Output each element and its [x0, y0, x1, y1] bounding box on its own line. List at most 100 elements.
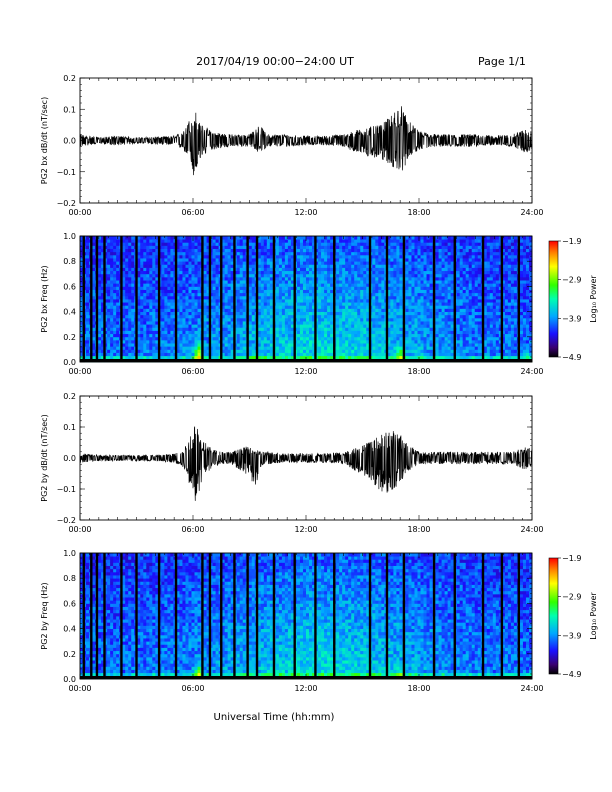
- heatmap-cell: [110, 283, 114, 287]
- heatmap-cell: [170, 305, 174, 309]
- heatmap-cell: [429, 242, 433, 246]
- heatmap-cell: [302, 305, 307, 309]
- heatmap-cell: [248, 302, 253, 306]
- heatmap-cell: [321, 295, 325, 300]
- heatmap-cell: [360, 273, 364, 278]
- heatmap-cell: [435, 239, 439, 243]
- heatmap-cell: [131, 299, 135, 303]
- heatmap-cell: [128, 330, 132, 335]
- heatmap-cell: [266, 276, 271, 281]
- heatmap-cell: [302, 248, 307, 253]
- heatmap-cell: [179, 330, 183, 335]
- heatmap-cell: [182, 242, 186, 246]
- heatmap-cell: [128, 324, 132, 328]
- series-trace: [79, 106, 533, 176]
- heatmap-cell: [107, 248, 111, 253]
- heatmap-cell: [378, 333, 382, 338]
- heatmap-cell: [284, 264, 289, 268]
- heatmap-cell: [236, 311, 241, 316]
- heatmap-cell: [104, 352, 108, 357]
- heatmap-cell: [125, 245, 129, 249]
- heatmap-cell: [227, 321, 232, 325]
- heatmap-cell: [278, 267, 283, 272]
- heatmap-cell: [378, 321, 382, 325]
- heatmap-cell: [275, 245, 280, 249]
- heatmap-cell: [296, 248, 301, 253]
- heatmap-cell: [284, 258, 289, 262]
- heatmap-cell: [230, 239, 235, 243]
- heatmap-cell: [155, 346, 159, 350]
- heatmap-cell: [263, 276, 268, 281]
- heatmap-cell: [197, 276, 201, 281]
- heatmap-cell: [327, 336, 331, 341]
- heatmap-cell: [348, 330, 352, 335]
- heatmap-cell: [306, 308, 310, 312]
- heatmap-cell: [98, 349, 102, 353]
- heatmap-cell: [215, 343, 220, 347]
- heatmap-cell: [227, 355, 232, 360]
- heatmap-cell: [281, 248, 286, 253]
- heatmap-cell: [137, 254, 141, 259]
- heatmap-cell: [284, 239, 289, 243]
- heatmap-cell: [296, 258, 301, 262]
- heatmap-cell: [345, 295, 349, 300]
- heatmap-cell: [357, 302, 361, 306]
- heatmap-cell: [164, 280, 168, 284]
- heatmap-cell: [375, 330, 379, 335]
- heatmap-cell: [164, 264, 168, 268]
- heatmap-cell: [396, 352, 400, 357]
- heatmap-cell: [176, 336, 180, 341]
- heatmap-cell: [194, 242, 198, 246]
- heatmap-cell: [194, 267, 198, 272]
- heatmap-cell: [248, 330, 253, 335]
- heatmap-cell: [191, 346, 195, 350]
- heatmap-cell: [164, 349, 168, 353]
- heatmap-cell: [203, 343, 207, 347]
- heatmap-cell: [299, 289, 304, 294]
- heatmap-cell: [411, 273, 415, 278]
- heatmap-cell: [348, 270, 352, 275]
- heatmap-cell: [197, 355, 201, 360]
- heatmap-cell: [306, 270, 310, 275]
- heatmap-cell: [230, 248, 235, 253]
- heatmap-cell: [327, 273, 331, 278]
- heatmap-cell: [230, 339, 235, 344]
- heatmap-cell: [399, 327, 403, 331]
- heatmap-cell: [354, 286, 358, 290]
- heatmap-cell: [327, 333, 331, 338]
- heatmap-cell: [179, 267, 183, 272]
- heatmap-cell: [263, 292, 268, 297]
- heatmap-cell: [357, 336, 361, 341]
- heatmap-cell: [312, 311, 316, 316]
- heatmap-cell: [411, 346, 415, 350]
- heatmap-cell: [302, 314, 307, 319]
- heatmap-cell: [429, 302, 433, 306]
- heatmap-cell: [167, 254, 171, 259]
- heatmap-cell: [188, 276, 192, 281]
- heatmap-cell: [137, 333, 141, 338]
- heatmap-cell: [345, 258, 349, 262]
- heatmap-cell: [339, 311, 343, 316]
- heatmap-cell: [393, 273, 397, 278]
- heatmap-cell: [116, 355, 120, 360]
- heatmap-cell: [387, 314, 391, 319]
- heatmap-cell: [80, 248, 84, 253]
- heatmap-cell: [140, 324, 144, 328]
- heatmap-cell: [435, 339, 439, 344]
- heatmap-cell: [152, 321, 156, 325]
- heatmap-cell: [396, 327, 400, 331]
- heatmap-cell: [107, 280, 111, 284]
- heatmap-cell: [351, 264, 355, 268]
- heatmap-cell: [420, 308, 424, 312]
- heatmap-cell: [411, 352, 415, 357]
- heatmap-cell: [239, 236, 244, 240]
- heatmap-cell: [176, 343, 180, 347]
- heatmap-cell: [137, 273, 141, 278]
- heatmap-cell: [263, 333, 268, 338]
- heatmap-cell: [354, 302, 358, 306]
- heatmap-cell: [182, 295, 186, 300]
- heatmap-cell: [239, 336, 244, 341]
- heatmap-cell: [360, 261, 364, 265]
- heatmap-cell: [122, 267, 126, 272]
- heatmap-cell: [327, 327, 331, 331]
